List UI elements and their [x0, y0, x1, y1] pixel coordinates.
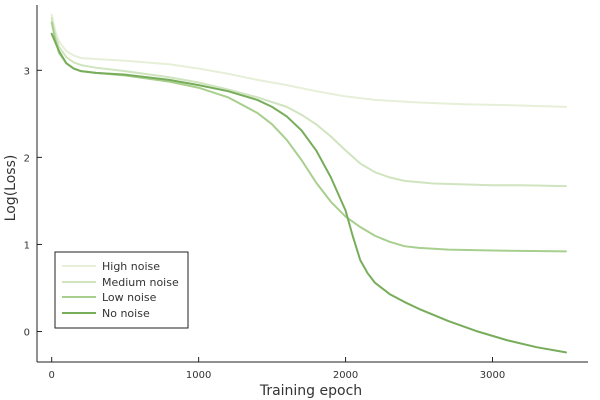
x-tick-label: 3000: [480, 370, 505, 381]
legend-label-low-noise: Low noise: [102, 291, 157, 304]
series-line-high-noise: [50, 13, 567, 108]
y-tick-label: 2: [24, 153, 30, 164]
y-tick-label: 1: [24, 240, 30, 251]
y-tick-label: 0: [24, 328, 30, 339]
series-line-low-noise: [50, 21, 567, 253]
legend-label-no-noise: No noise: [102, 307, 150, 320]
x-tick-label: 2000: [333, 370, 358, 381]
x-axis-label: Training epoch: [259, 383, 362, 399]
series-line-no-noise: [50, 32, 567, 354]
legend-label-high-noise: High noise: [102, 260, 160, 273]
legend: High noise Medium noise Low noise No noi…: [54, 251, 189, 329]
x-tick-label: 0: [49, 370, 55, 381]
series-lines: [50, 13, 567, 354]
y-axis-ticks: 0 1 2 3: [24, 66, 42, 339]
x-tick-label: 1000: [186, 370, 211, 381]
y-axis-label: Log(Loss): [3, 155, 19, 222]
series-line-medium-noise: [50, 17, 567, 188]
legend-box: [54, 251, 189, 329]
x-axis-ticks: 0 1000 2000 3000: [49, 357, 505, 381]
legend-label-medium-noise: Medium noise: [102, 276, 179, 289]
y-tick-label: 3: [24, 66, 30, 77]
